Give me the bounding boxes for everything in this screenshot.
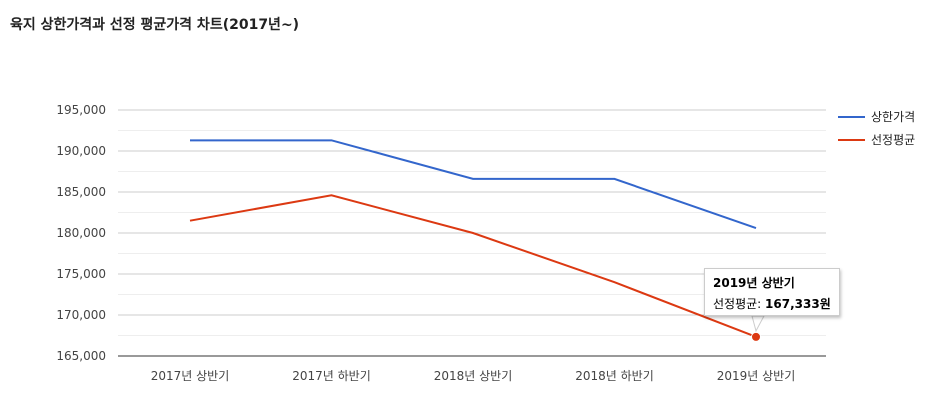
y-tick-label: 170,000 (56, 308, 106, 322)
y-tick-label: 175,000 (56, 267, 106, 281)
y-tick-label: 195,000 (56, 103, 106, 117)
legend-label[interactable]: 선정평균 (871, 133, 915, 147)
y-tick-label: 185,000 (56, 185, 106, 199)
x-tick-label: 2017년 상반기 (151, 369, 230, 383)
tooltip-line: 선정평균: 167,333원 (713, 295, 831, 312)
x-tick-label: 2018년 상반기 (434, 369, 513, 383)
series-lines (189, 139, 765, 342)
tooltip-value: 167,333원 (765, 297, 831, 311)
tooltip-pointer (751, 315, 765, 333)
x-tick-label: 2018년 하반기 (575, 369, 654, 383)
tooltip-title: 2019년 상반기 (713, 276, 795, 290)
tooltip-series-label: 선정평균: (713, 297, 762, 311)
series-line-1[interactable] (190, 139, 757, 230)
chart-title: 육지 상한가격과 선정 평균가격 차트(2017년~) (10, 17, 300, 33)
tooltip: 2019년 상반기 선정평균: 167,333원 (704, 268, 840, 316)
y-tick-label: 190,000 (56, 144, 106, 158)
y-tick-label: 165,000 (56, 349, 106, 363)
x-axis-ticks: 2017년 상반기 2017년 하반기 2018년 상반기 2018년 하반기 2019… (151, 369, 796, 383)
y-tick-label: 180,000 (56, 226, 106, 240)
y-axis-ticks: 195,000 190,000 185,000 180,000 175,000 170,0… (56, 103, 106, 363)
legend-label[interactable]: 상한가격 (871, 110, 915, 124)
series-line-2[interactable] (189, 194, 757, 338)
highlighted-point[interactable] (751, 331, 761, 342)
x-tick-label: 2019년 상반기 (717, 369, 796, 383)
x-tick-label: 2017년 하반기 (292, 369, 371, 383)
